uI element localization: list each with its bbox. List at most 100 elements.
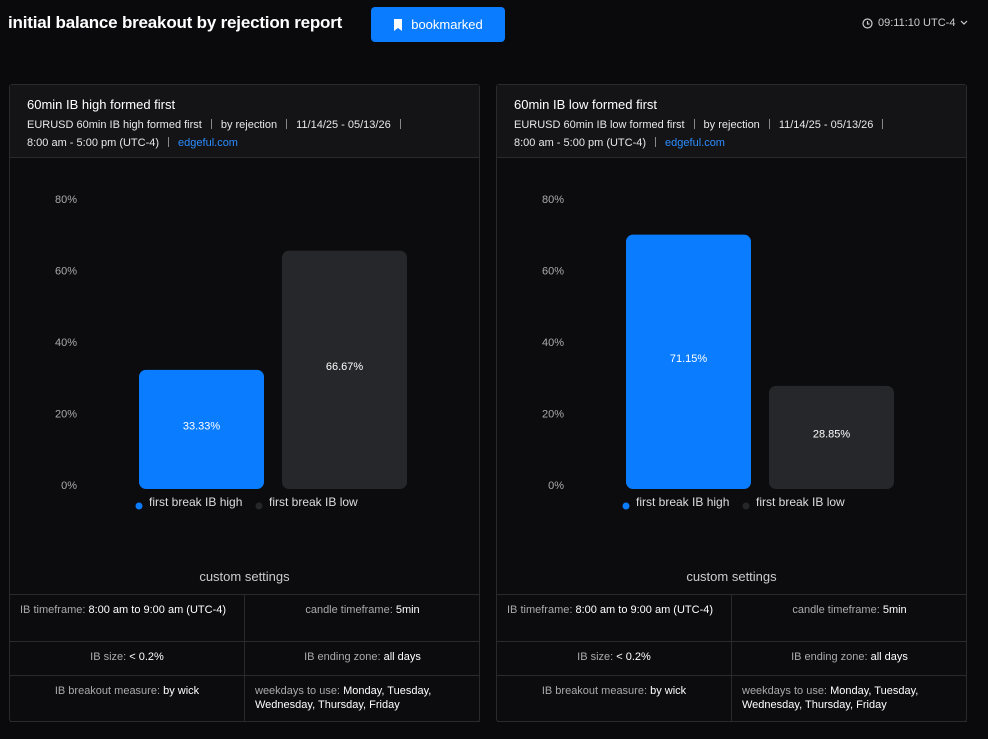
setting-cell: candle timeframe: 5min xyxy=(245,595,480,642)
y-tick-label: 40% xyxy=(542,337,564,349)
chevron xyxy=(961,20,968,25)
page-title: initial balance breakout by rejection re… xyxy=(8,13,343,32)
setting-cell: IB breakout measure: by wick xyxy=(10,676,245,722)
panel: 60min IB low formed first EURUSD 60min IB… xyxy=(496,84,967,722)
setting-label: IB ending zone: xyxy=(791,651,868,663)
y-tick-label: 40% xyxy=(55,337,77,349)
setting-label: IB timeframe: xyxy=(20,604,86,616)
setting-value: < 0.2% xyxy=(129,651,164,663)
subtitle-item: by rejection xyxy=(703,119,760,131)
time-dropdown[interactable]: 09:11:10 UTC-4 xyxy=(862,17,968,29)
settings-title: custom settings xyxy=(686,569,777,584)
subtitle-item: 8:00 am - 5:00 pm (UTC-4) xyxy=(514,137,647,149)
y-tick-label: 0% xyxy=(548,480,564,492)
y-tick-label: 0% xyxy=(61,480,77,492)
legend-label: first break IB high xyxy=(636,495,729,509)
y-tick-label: 60% xyxy=(542,266,564,278)
setting-cell: IB size: < 0.2% xyxy=(10,642,245,676)
separator xyxy=(882,119,884,129)
setting-cell: IB size: < 0.2% xyxy=(497,642,732,676)
y-tick-label: 60% xyxy=(55,266,77,278)
setting-value: all days xyxy=(870,651,908,663)
setting-cell: IB ending zone: all days xyxy=(732,642,967,676)
separator xyxy=(693,119,695,129)
setting-cell: weekdays to use: Monday, Tuesday, Wednes… xyxy=(245,676,480,722)
panel-title: 60min IB low formed first xyxy=(514,97,658,112)
setting-label: weekdays to use: xyxy=(742,685,827,697)
y-tick-label: 80% xyxy=(55,194,77,206)
setting-value: 5min xyxy=(882,604,907,616)
legend-marker xyxy=(622,502,630,510)
setting-value: 8:00 am to 9:00 am (UTC-4) xyxy=(575,604,714,616)
setting-value: by wick xyxy=(650,685,687,697)
time-label: 09:11:10 UTC-4 xyxy=(878,17,956,29)
panel-header: 60min IB high formed first EURUSD 60min I… xyxy=(10,85,479,158)
y-tick-label: 20% xyxy=(542,409,564,421)
legend-label: first break IB high xyxy=(149,495,242,509)
setting-value: all days xyxy=(383,651,421,663)
setting-label: IB breakout measure: xyxy=(541,685,648,697)
subtitle-item: by rejection xyxy=(220,119,278,131)
y-tick-label: 80% xyxy=(542,194,564,206)
legend-label: first break IB low xyxy=(756,495,845,509)
setting-label: IB ending zone: xyxy=(304,651,381,663)
subtitle-item: 11/14/25 - 05/13/26 xyxy=(778,119,874,131)
settings-table: IB timeframe: 8:00 am to 9:00 am (UTC-4)… xyxy=(10,594,480,722)
setting-cell: IB timeframe: 8:00 am to 9:00 am (UTC-4) xyxy=(497,595,732,642)
setting-label: IB timeframe: xyxy=(507,604,573,616)
panel: 60min IB high formed first EURUSD 60min I… xyxy=(9,84,480,722)
panel-header: 60min IB low formed first EURUSD 60min IB… xyxy=(497,85,966,158)
separator xyxy=(399,119,401,129)
button-label: bookmarked xyxy=(411,17,483,32)
chart: 0% 20% 40% 60% 80% 71.15% 28.85% first break IB… xyxy=(542,194,894,510)
setting-value: Monday, Tuesday, Wednesday, Thursday, Fr… xyxy=(742,685,919,711)
setting-label: IB size: xyxy=(90,651,127,663)
value-label: 33.33% xyxy=(183,420,221,432)
source-link[interactable]: edgeful.com xyxy=(665,137,725,149)
y-tick-label: 20% xyxy=(55,409,77,421)
setting-label: candle timeframe: xyxy=(792,604,880,616)
separator xyxy=(286,119,288,129)
setting-cell: weekdays to use: Monday, Tuesday, Wednes… xyxy=(732,676,967,722)
chart: 0% 20% 40% 60% 80% 33.33% 66.67% first break IB… xyxy=(55,194,407,510)
legend-marker xyxy=(135,502,143,510)
setting-value: 5min xyxy=(395,604,420,616)
value-label: 71.15% xyxy=(670,353,708,365)
setting-label: IB size: xyxy=(577,651,614,663)
legend-label: first break IB low xyxy=(269,495,358,509)
panel-title: 60min IB high formed first xyxy=(27,97,176,112)
setting-label: weekdays to use: xyxy=(255,685,340,697)
panel-subtitle: EURUSD 60min IB high formed first by reje… xyxy=(27,116,462,152)
value-label: 28.85% xyxy=(813,428,851,440)
source-link[interactable]: edgeful.com xyxy=(178,137,238,149)
setting-cell: IB ending zone: all days xyxy=(245,642,480,676)
bar xyxy=(626,234,751,489)
bar xyxy=(282,250,407,489)
setting-value: < 0.2% xyxy=(616,651,651,663)
separator xyxy=(655,137,657,147)
subtitle-item: EURUSD 60min IB high formed first xyxy=(27,119,202,131)
setting-cell: IB timeframe: 8:00 am to 9:00 am (UTC-4) xyxy=(10,595,245,642)
panel-subtitle: EURUSD 60min IB low formed first by rejec… xyxy=(514,116,949,152)
bar xyxy=(769,385,894,489)
bar xyxy=(139,369,264,489)
setting-value: 8:00 am to 9:00 am (UTC-4) xyxy=(88,604,227,616)
legend-marker xyxy=(255,502,263,510)
value-label: 66.67% xyxy=(326,361,364,373)
bookmark-icon xyxy=(394,18,403,31)
clock-icon xyxy=(862,17,873,29)
bookmark-button[interactable]: bookmarked xyxy=(371,7,505,42)
setting-cell: candle timeframe: 5min xyxy=(732,595,967,642)
setting-value: by wick xyxy=(163,685,200,697)
setting-value: Monday, Tuesday, Wednesday, Thursday, Fr… xyxy=(255,685,432,711)
settings-table: IB timeframe: 8:00 am to 9:00 am (UTC-4)… xyxy=(497,594,967,722)
subtitle-item: 8:00 am - 5:00 pm (UTC-4) xyxy=(27,137,160,149)
settings-title: custom settings xyxy=(199,569,290,584)
separator xyxy=(768,119,770,129)
separator xyxy=(168,137,170,147)
legend-marker xyxy=(742,502,750,510)
subtitle-item: EURUSD 60min IB low formed first xyxy=(514,119,685,131)
setting-cell: IB breakout measure: by wick xyxy=(497,676,732,722)
